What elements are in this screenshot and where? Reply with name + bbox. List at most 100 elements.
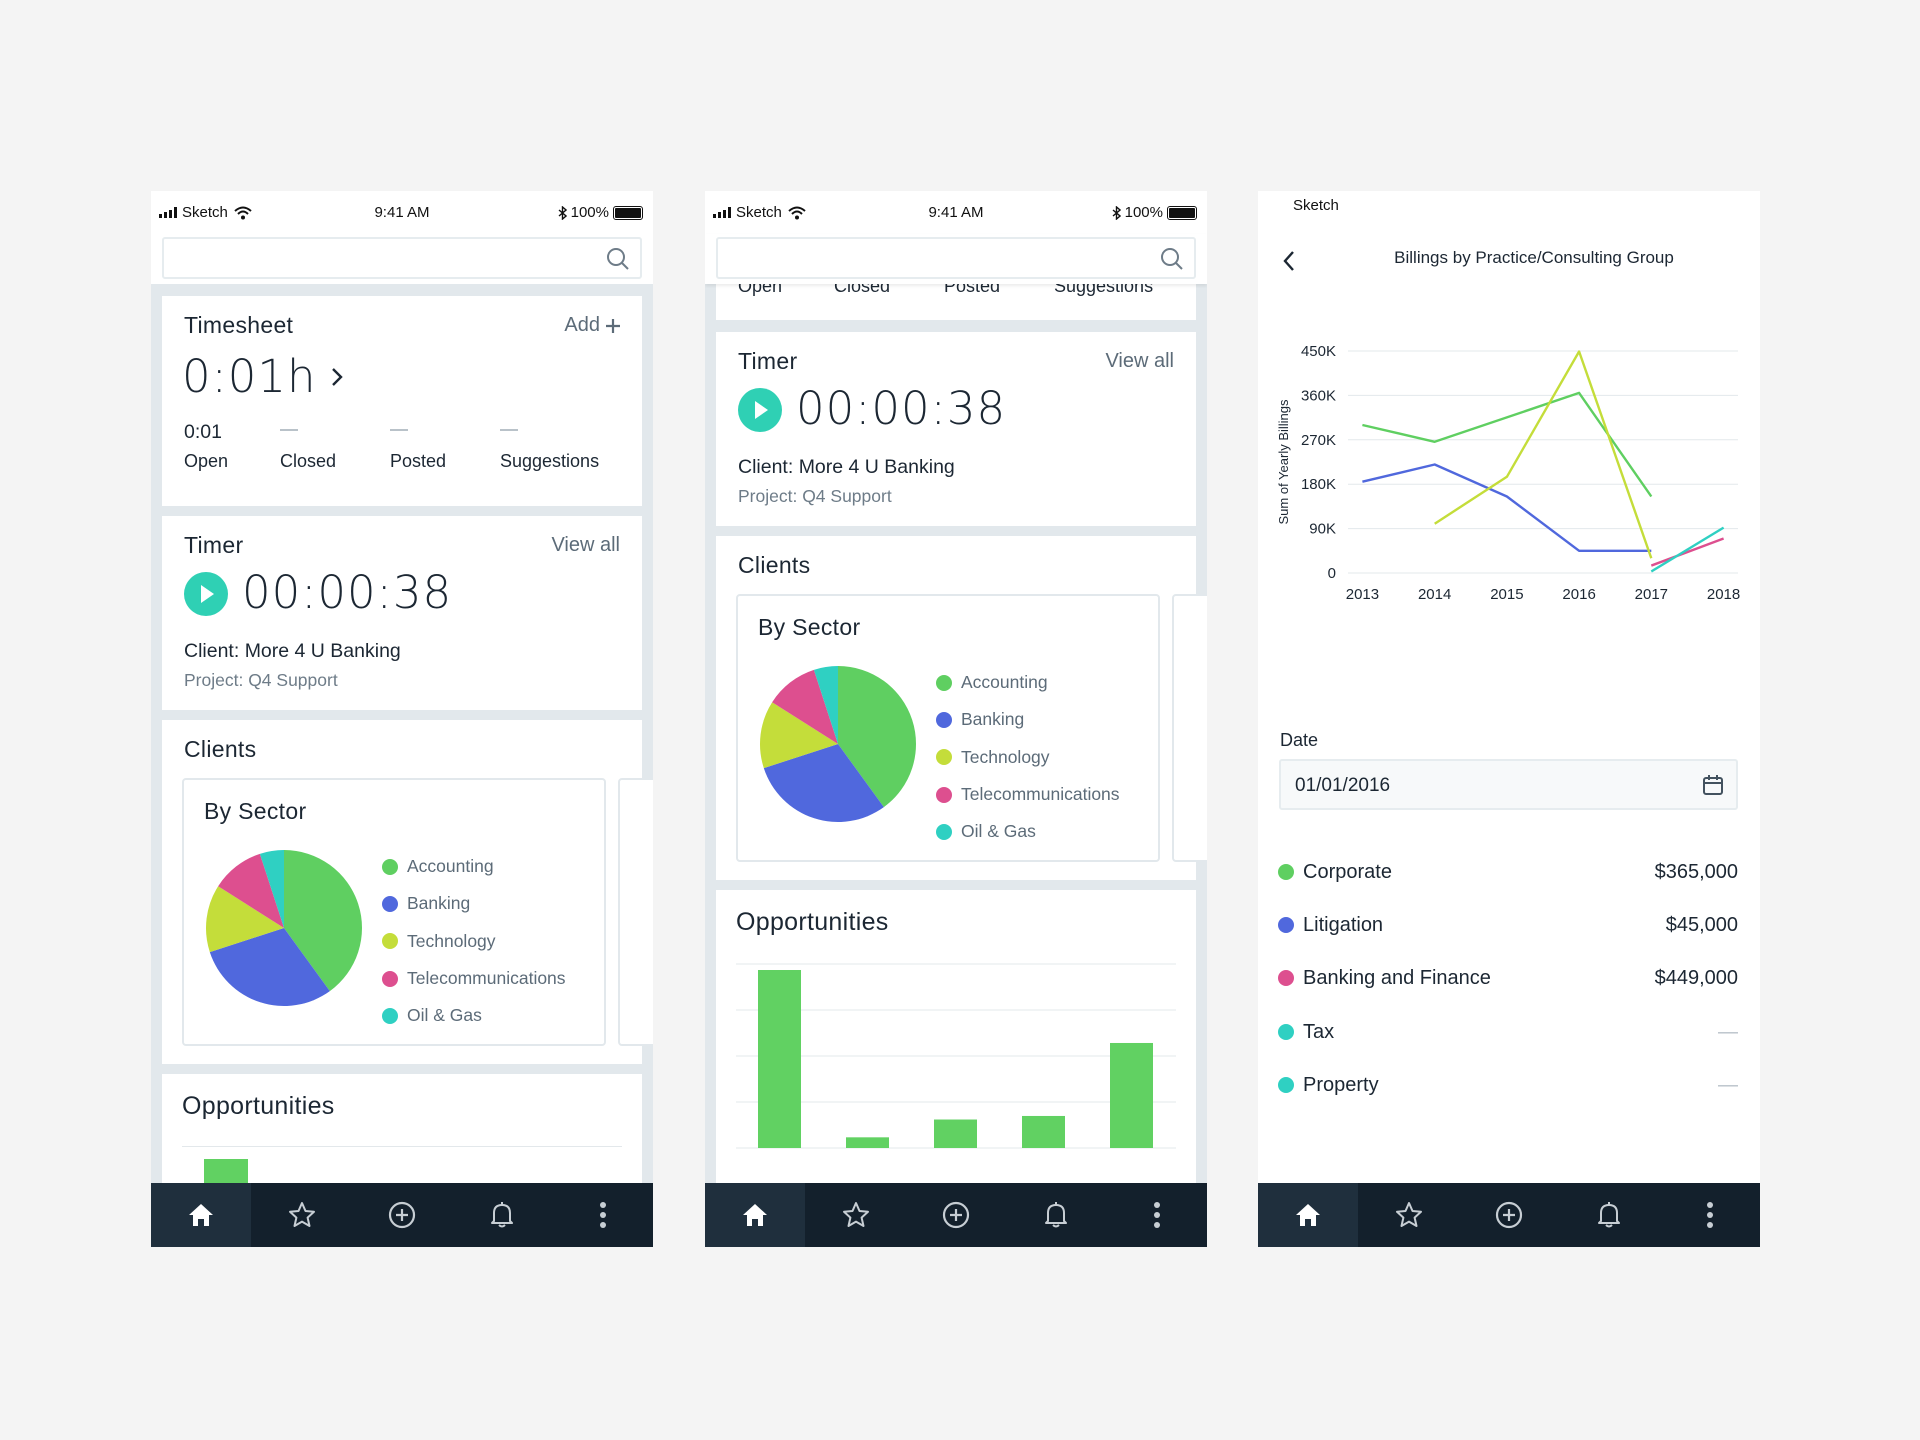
next-client-card[interactable]: [618, 778, 653, 1046]
nav-favorites[interactable]: [251, 1183, 351, 1247]
calendar-icon[interactable]: [1702, 774, 1724, 796]
date-label: Date: [1280, 730, 1319, 750]
timer-view-all-link[interactable]: View all: [1105, 350, 1174, 372]
timesheet-closed-label[interactable]: Closed: [834, 284, 891, 296]
x-tick-label: 2014: [1418, 586, 1451, 603]
search-input[interactable]: [716, 237, 1196, 279]
bell-icon: [1598, 1202, 1621, 1228]
more-vertical-icon: [1706, 1202, 1713, 1228]
oil-gas-dot: [382, 1007, 398, 1024]
nav-add[interactable]: [352, 1183, 452, 1247]
bell-icon: [491, 1202, 514, 1228]
legend-item-technology: Technology: [936, 739, 1120, 776]
sector-card[interactable]: By Sector Accounting Banking Technology …: [182, 778, 606, 1046]
add-circle-icon: [388, 1201, 416, 1229]
technology-dot: [936, 749, 952, 766]
nav-favorites[interactable]: [805, 1183, 905, 1247]
wifi-icon: [788, 206, 806, 219]
battery-icon: [613, 205, 643, 220]
sector-pie-chart: [760, 666, 916, 822]
nav-add[interactable]: [906, 1183, 1006, 1247]
timesheet-suggestions-empty: [500, 429, 518, 431]
search-icon[interactable]: [606, 247, 630, 271]
timer-view-all-link[interactable]: View all: [551, 534, 620, 556]
sector-pie-chart: [206, 850, 362, 1006]
pie-slice-technology: [760, 702, 838, 769]
timesheet-total[interactable]: 0:01h: [182, 350, 343, 403]
timesheet-suggestions-label[interactable]: Suggestions: [500, 451, 600, 471]
bluetooth-icon: [1112, 205, 1121, 220]
legend-item-telecommunications: Telecommunications: [936, 776, 1120, 813]
nav-notifications[interactable]: [1559, 1183, 1659, 1247]
nav-more[interactable]: [1107, 1183, 1207, 1247]
bottom-nav: [705, 1183, 1207, 1247]
legend-item-banking: Banking: [382, 885, 566, 922]
play-button[interactable]: [184, 572, 228, 616]
pie-slice-telecommunications: [218, 853, 284, 928]
date-field[interactable]: 01/01/2016: [1279, 759, 1738, 810]
signal-icon: [159, 207, 177, 218]
wifi-icon: [234, 206, 252, 219]
play-button[interactable]: [738, 388, 782, 432]
next-client-card[interactable]: [1172, 594, 1207, 862]
nav-more[interactable]: [1660, 1183, 1760, 1247]
list-item-tax[interactable]: Tax —: [1278, 1017, 1738, 1047]
clients-card: Clients By Sector Accounting Banking Tec…: [162, 720, 653, 1064]
timesheet-suggestions-label[interactable]: Suggestions: [1054, 284, 1154, 296]
content-scroll[interactable]: Timesheet Add 0:01h 0:01 Open Closed Pos…: [151, 284, 653, 1183]
back-chevron-icon[interactable]: [1282, 250, 1296, 272]
home-icon: [189, 1204, 214, 1226]
bluetooth-icon: [558, 205, 567, 220]
nav-favorites[interactable]: [1358, 1183, 1458, 1247]
legend-label: Technology: [961, 746, 1050, 767]
timesheet-card: Open Closed Posted Suggestions: [716, 284, 1196, 320]
timer-title: Timer: [738, 348, 798, 374]
nav-more[interactable]: [553, 1183, 653, 1247]
add-timesheet-button[interactable]: Add: [564, 314, 620, 337]
more-vertical-icon: [1153, 1202, 1160, 1228]
row-label: Tax: [1303, 1020, 1335, 1043]
timer-project: Project: Q4 Support: [184, 670, 338, 690]
timesheet-closed-label[interactable]: Closed: [280, 451, 337, 471]
accounting-dot: [382, 858, 398, 875]
opportunity-bar: [846, 1137, 889, 1148]
timesheet-open-label[interactable]: Open: [184, 451, 229, 471]
nav-home[interactable]: [151, 1183, 252, 1247]
sector-card[interactable]: By Sector Accounting Banking Technology …: [736, 594, 1160, 862]
plus-icon: [606, 318, 620, 333]
carrier-label: Sketch: [182, 204, 228, 221]
phone-screen-dashboard-scrolled: Open Closed Posted Suggestions Timer Vie…: [705, 191, 1207, 1247]
list-item-property[interactable]: Property —: [1278, 1070, 1738, 1100]
battery-icon: [1167, 205, 1197, 220]
nav-home[interactable]: [1258, 1183, 1359, 1247]
nav-notifications[interactable]: [1006, 1183, 1106, 1247]
row-label: Corporate: [1303, 860, 1392, 883]
list-item-litigation[interactable]: Litigation $45,000: [1278, 910, 1738, 940]
pie-slice-telecommunications: [772, 669, 838, 744]
list-item-banking-finance[interactable]: Banking and Finance $449,000: [1278, 963, 1738, 993]
telecom-dot: [382, 970, 398, 987]
search-header: [705, 234, 1207, 284]
timesheet-posted-label[interactable]: Posted: [944, 284, 1001, 296]
x-tick-label: 2015: [1490, 586, 1523, 603]
nav-notifications[interactable]: [452, 1183, 552, 1247]
opportunities-gridline: [182, 1146, 622, 1147]
y-axis-label: Sum of Yearly Billings: [1276, 399, 1291, 525]
content-scroll[interactable]: Open Closed Posted Suggestions Timer Vie…: [705, 284, 1207, 1183]
search-input[interactable]: [162, 237, 642, 279]
legend-label: Accounting: [407, 856, 494, 877]
legend-label: Technology: [407, 930, 496, 951]
search-icon[interactable]: [1160, 247, 1184, 271]
y-tick-label: 180K: [1301, 476, 1336, 493]
nav-add[interactable]: [1459, 1183, 1559, 1247]
timesheet-posted-empty: [390, 429, 408, 431]
legend-item-accounting: Accounting: [382, 848, 566, 885]
search-header: [151, 234, 653, 284]
list-item-corporate[interactable]: Corporate $365,000: [1278, 857, 1738, 887]
legend-item-technology: Technology: [382, 923, 566, 960]
timesheet-open-label[interactable]: Open: [738, 284, 783, 296]
legend-label: Banking: [961, 709, 1025, 730]
nav-home[interactable]: [705, 1183, 806, 1247]
timesheet-posted-label[interactable]: Posted: [390, 451, 447, 471]
y-tick-label: 90K: [1309, 521, 1336, 538]
